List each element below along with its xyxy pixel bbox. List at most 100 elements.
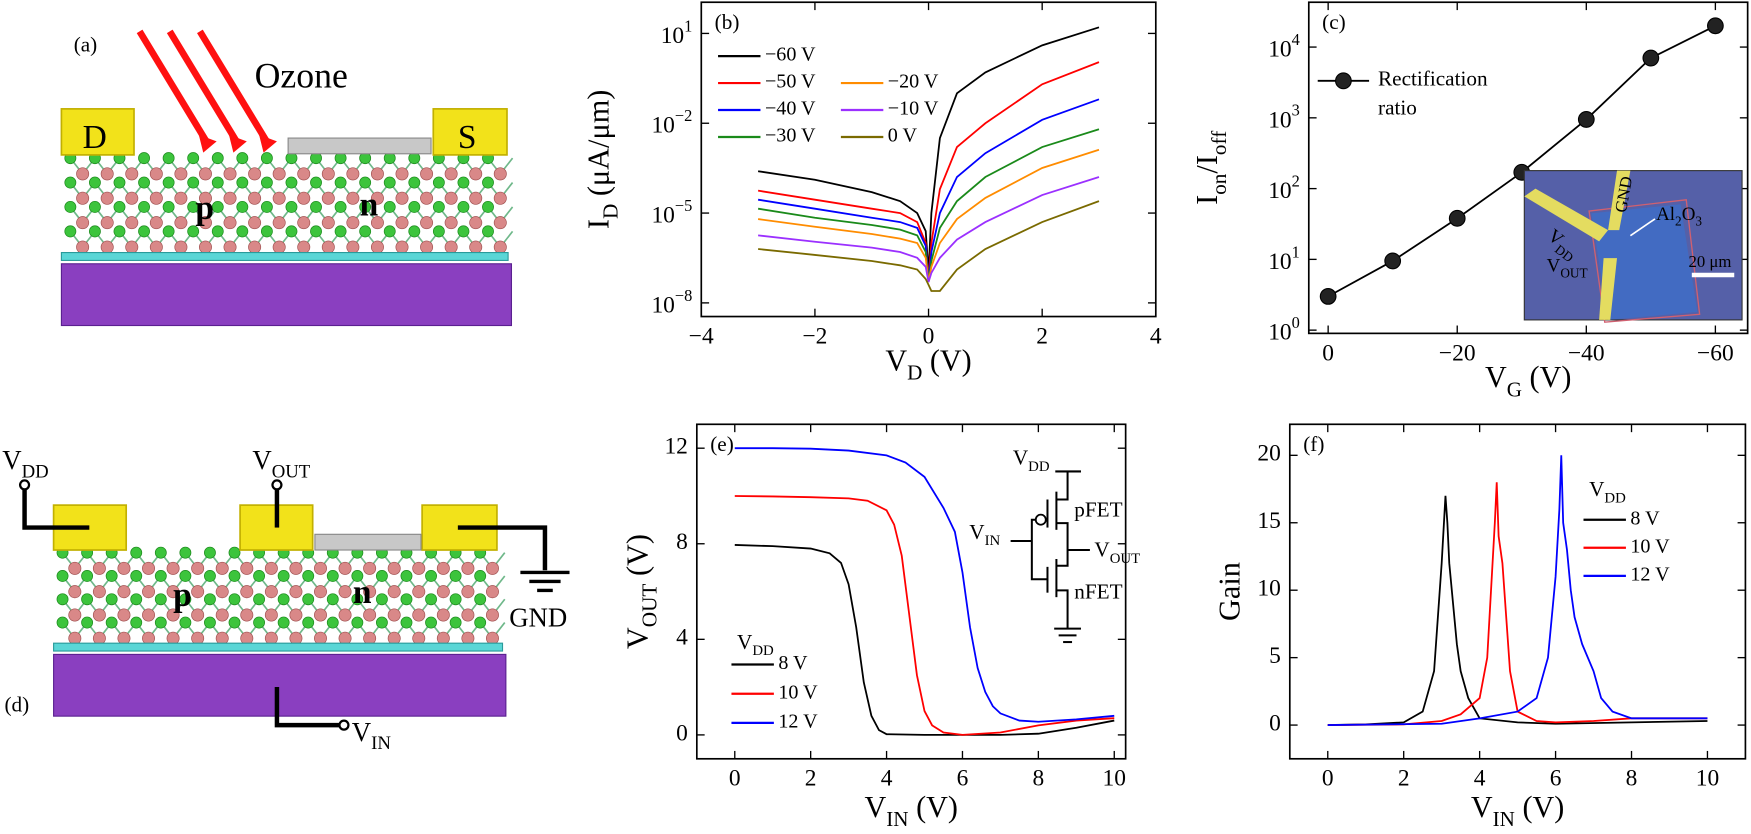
atom-s (236, 201, 249, 213)
atom-w (444, 191, 458, 205)
ozone-arrowhead (259, 134, 277, 153)
atom-w (125, 167, 139, 181)
atom-s (81, 570, 94, 582)
atom-w (387, 631, 401, 645)
x-axis-label: VD (V) (885, 343, 971, 384)
atom-s (449, 616, 462, 629)
atom-w (321, 240, 335, 254)
text-part: IN (886, 807, 908, 831)
atom-s (432, 176, 445, 189)
y-tick-label: 10−8 (651, 286, 692, 319)
atom-w (174, 167, 188, 181)
x-tick-label: 0 (923, 323, 935, 349)
legend-label: 12 V (1630, 563, 1670, 585)
series-line (734, 495, 1115, 736)
atom-s (56, 593, 69, 606)
text-part: 10 (1268, 178, 1291, 204)
x-tick-label: −40 (1568, 340, 1605, 366)
atom-s (260, 201, 273, 213)
atom-s (253, 570, 265, 582)
atom-s (105, 570, 118, 582)
atom-w (314, 561, 327, 575)
p-label: p (195, 190, 214, 227)
series-marker (1642, 49, 1660, 67)
atom-s (302, 616, 315, 629)
atom-s (130, 593, 143, 606)
circuit-label: VOUT (1094, 538, 1140, 567)
atom-s (56, 570, 69, 582)
atom-s (334, 176, 347, 189)
legend-label: −20 V (888, 71, 939, 93)
atom-w (485, 561, 499, 575)
atom-w (149, 191, 163, 205)
panel-label: (d) (4, 693, 29, 717)
atom-s (408, 201, 421, 213)
inset-arrow (1629, 218, 1656, 237)
substrate (60, 263, 513, 327)
atom-s (260, 152, 273, 165)
y-tick-label: 103 (1268, 100, 1300, 133)
y-axis-label: VOUT (V) (621, 534, 662, 649)
atom-w (142, 585, 155, 599)
atom-s (204, 616, 216, 629)
n-label: n (360, 186, 379, 223)
text-part: G (1507, 377, 1522, 401)
series-line (734, 544, 1115, 736)
atom-w (321, 167, 335, 181)
atom-s (130, 616, 143, 629)
plot-frame (1288, 423, 1747, 760)
text-part: D (599, 204, 623, 219)
atom-s (211, 176, 224, 189)
panel-label: (c) (1322, 10, 1346, 34)
atom-w (198, 216, 212, 230)
atom-w (76, 240, 90, 254)
text-part: Gain (1213, 562, 1247, 621)
atom-s (154, 570, 167, 582)
atom-w (412, 561, 426, 575)
y-tick-label: 101 (661, 16, 693, 49)
text-part: 10 (1268, 108, 1291, 134)
atom-w (321, 191, 335, 205)
electrode (432, 108, 508, 156)
circuit-wire (1030, 518, 1048, 581)
atom-w (264, 561, 278, 575)
atom-s (179, 546, 192, 559)
atom-s (482, 176, 494, 189)
atom-w (100, 167, 114, 181)
electrode (60, 108, 135, 156)
series-line (758, 200, 1100, 292)
legend-label: 10 V (778, 681, 818, 703)
plot-area (734, 447, 1115, 736)
atom-s (89, 176, 101, 189)
circuit-wire (1056, 471, 1069, 501)
atom-w (314, 608, 327, 622)
text-part: IN (371, 733, 391, 754)
text-part: OUT (272, 461, 311, 482)
atom-s (425, 593, 437, 606)
series-line (757, 61, 1100, 280)
atom-s (474, 616, 487, 629)
text-part: V (1471, 790, 1493, 824)
atom-w (264, 585, 278, 599)
atom-w (272, 240, 286, 254)
atom-s (334, 225, 347, 238)
ozone-arrow (197, 29, 271, 146)
atom-s (253, 616, 265, 629)
atom-w (166, 608, 180, 622)
atom-w (314, 585, 327, 599)
atom-s (400, 570, 413, 582)
atom-s (89, 225, 101, 238)
atom-w (149, 240, 163, 254)
text-part: on (1207, 173, 1231, 195)
atom-s (400, 616, 413, 629)
atom-s (359, 176, 372, 189)
text-part: 3 (1292, 100, 1300, 119)
inset-electrode (1599, 258, 1617, 320)
atom-w (92, 561, 106, 575)
atom-s (383, 201, 396, 213)
atom-w (412, 608, 426, 622)
atom-s (310, 176, 322, 189)
atom-w (117, 585, 131, 599)
circuit-label: VIN (969, 520, 1000, 549)
atom-s (277, 570, 290, 582)
